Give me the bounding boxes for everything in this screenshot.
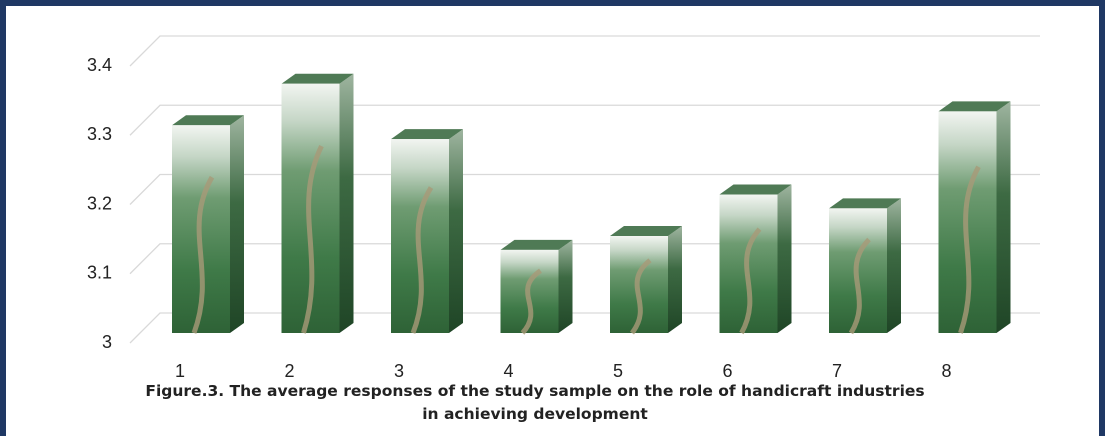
x-tick-label: 7 bbox=[832, 361, 842, 381]
bar-top bbox=[938, 101, 1011, 112]
bar-top bbox=[500, 239, 573, 250]
bar-side bbox=[230, 115, 244, 333]
grid-line bbox=[129, 35, 1040, 67]
bar-river bbox=[301, 144, 324, 334]
bar-side bbox=[449, 129, 463, 333]
bar-river bbox=[629, 258, 652, 335]
bar-river bbox=[191, 175, 215, 334]
x-tick-label: 1 bbox=[175, 361, 185, 381]
grid-line bbox=[129, 243, 1040, 275]
y-tick-label: 3.3 bbox=[87, 124, 112, 144]
chart-title: Figure.3. The average responses of the s… bbox=[145, 382, 925, 423]
bar-river bbox=[958, 165, 981, 334]
y-tick-label: 3.4 bbox=[87, 55, 112, 75]
bar-river bbox=[410, 186, 434, 334]
bar-side bbox=[558, 239, 573, 333]
x-tick-label: 4 bbox=[503, 361, 513, 381]
bar-top bbox=[172, 115, 244, 126]
bar-river bbox=[848, 237, 871, 335]
bar-side bbox=[887, 198, 901, 333]
x-tick-label: 3 bbox=[394, 361, 404, 381]
x-tick-label: 5 bbox=[613, 361, 623, 381]
bar-side bbox=[339, 73, 354, 333]
bar-side bbox=[996, 101, 1011, 334]
bar-river bbox=[520, 268, 543, 335]
bar-river bbox=[739, 227, 762, 335]
y-tick-label: 3 bbox=[102, 332, 112, 352]
bar-top bbox=[391, 129, 463, 140]
x-tick-label: 2 bbox=[284, 361, 294, 381]
grid-line bbox=[129, 173, 1040, 205]
x-tick-label: 6 bbox=[722, 361, 732, 381]
grid-line bbox=[129, 312, 1040, 344]
grid-line bbox=[129, 104, 1040, 136]
bar-top bbox=[281, 73, 354, 84]
bar-side bbox=[668, 226, 682, 333]
bar-top bbox=[829, 198, 901, 209]
bar-side bbox=[777, 184, 792, 333]
bar-top bbox=[719, 184, 792, 195]
y-tick-label: 3.1 bbox=[87, 263, 112, 283]
x-tick-label: 8 bbox=[941, 361, 951, 381]
bar-top bbox=[610, 226, 682, 237]
y-tick-label: 3.2 bbox=[87, 193, 112, 213]
